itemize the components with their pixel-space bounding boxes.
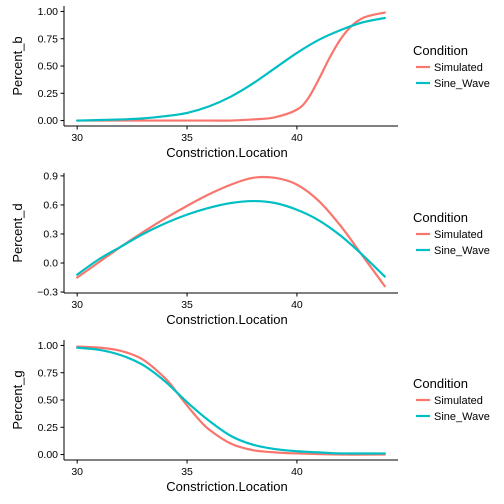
y-axis-title: Percent_b bbox=[10, 36, 25, 95]
y-tick-label: 0.50 bbox=[38, 395, 59, 407]
x-tick-label: 35 bbox=[181, 132, 193, 144]
x-axis-title: Constriction.Location bbox=[166, 479, 287, 494]
y-tick-label: 0.0 bbox=[43, 258, 58, 270]
x-tick-label: 40 bbox=[291, 466, 303, 478]
y-tick-label: −0.3 bbox=[37, 287, 58, 299]
x-tick-label: 30 bbox=[71, 466, 83, 478]
x-axis-title: Constriction.Location bbox=[166, 312, 287, 327]
series-line-simulated bbox=[76, 11, 386, 122]
y-tick-label: 0.50 bbox=[38, 61, 59, 73]
chart-panel-3: 0.00 0.25 0.50 0.75 1.00 30 35 40 Constriction.L… bbox=[10, 340, 490, 494]
legend-label-sine-wave: Sine_Wave bbox=[434, 245, 490, 257]
y-tick-label: 0.00 bbox=[38, 115, 59, 127]
series-line-simulated bbox=[76, 175, 386, 288]
y-tick-label: 0.9 bbox=[43, 171, 58, 183]
y-tick-label: 0.25 bbox=[38, 88, 59, 100]
x-axis-title: Constriction.Location bbox=[166, 145, 287, 160]
legend: Condition Simulated Sine_Wave bbox=[413, 43, 490, 90]
legend-label-simulated: Simulated bbox=[434, 395, 483, 407]
y-tick-label: 0.6 bbox=[43, 200, 58, 212]
x-tick-label: 30 bbox=[71, 299, 83, 311]
chart-panel-2: −0.3 0.0 0.3 0.6 0.9 30 35 40 Constriction.Locat… bbox=[10, 171, 490, 327]
series-line-simulated bbox=[76, 345, 386, 456]
legend-label-sine-wave: Sine_Wave bbox=[434, 411, 490, 423]
y-tick-label: 0.00 bbox=[38, 449, 59, 461]
legend-label-simulated: Simulated bbox=[434, 229, 483, 241]
legend-label-simulated: Simulated bbox=[434, 62, 483, 74]
y-tick-label: 0.75 bbox=[38, 367, 59, 379]
y-tick-label: 0.75 bbox=[38, 33, 59, 45]
x-tick-label: 40 bbox=[291, 299, 303, 311]
series-line-sine-wave bbox=[76, 199, 386, 278]
y-tick-label: 0.25 bbox=[38, 422, 59, 434]
x-tick-label: 35 bbox=[181, 466, 193, 478]
series-line-sine-wave bbox=[76, 346, 386, 455]
x-tick-label: 40 bbox=[291, 132, 303, 144]
y-tick-label: 1.00 bbox=[38, 340, 59, 352]
x-tick-label: 30 bbox=[71, 132, 83, 144]
y-axis-title: Percent_d bbox=[10, 203, 25, 262]
legend-label-sine-wave: Sine_Wave bbox=[434, 78, 490, 90]
y-tick-label: 0.3 bbox=[43, 229, 58, 241]
legend-title: Condition bbox=[413, 43, 468, 58]
chart-panel-1: 0.00 0.25 0.50 0.75 1.00 30 35 40 Constriction.L… bbox=[10, 6, 490, 160]
legend: Condition Simulated Sine_Wave bbox=[413, 376, 490, 423]
legend: Condition Simulated Sine_Wave bbox=[413, 210, 490, 257]
y-axis-title: Percent_g bbox=[10, 370, 25, 429]
legend-title: Condition bbox=[413, 210, 468, 225]
x-tick-label: 35 bbox=[181, 299, 193, 311]
series-line-sine-wave bbox=[76, 16, 386, 122]
legend-title: Condition bbox=[413, 376, 468, 391]
y-tick-label: 1.00 bbox=[38, 6, 59, 18]
